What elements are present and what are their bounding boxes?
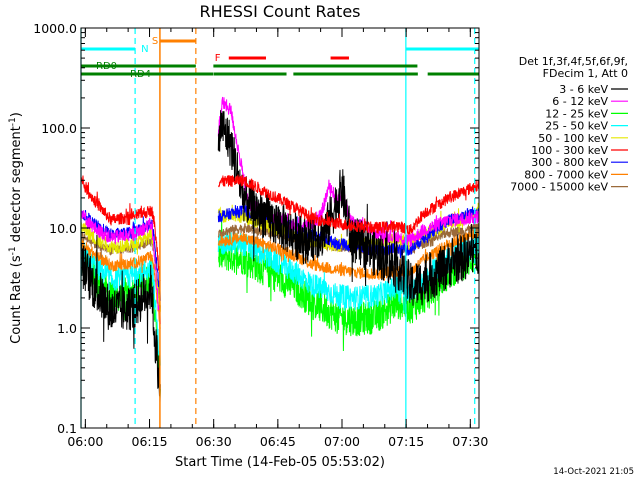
legend-header-line2: FDecim 1, Att 0	[543, 67, 628, 80]
flare-label: F	[215, 53, 221, 64]
x-tick-label: 07:00	[324, 434, 360, 449]
legend: Det 1f,3f,4f,5f,6f,9f, FDecim 1, Att 0 3…	[510, 55, 628, 194]
legend-label: 6 - 12 keV	[552, 95, 608, 108]
series-line	[81, 174, 479, 282]
y-tick-label: 1.0	[57, 321, 77, 336]
y-axis-label: Count Rate (s-1 detector segment-1)	[8, 112, 24, 344]
x-tick-label: 06:00	[67, 434, 103, 449]
render-timestamp: 14-Oct-2021 21:05	[553, 467, 634, 477]
legend-label: 100 - 300 keV	[531, 144, 608, 157]
x-tick-label: 07:30	[452, 434, 488, 449]
rd4-label: RD4	[130, 69, 151, 80]
x-tick-label: 06:30	[196, 434, 232, 449]
legend-header-line1: Det 1f,3f,4f,5f,6f,9f,	[519, 55, 628, 68]
night-label: N	[141, 44, 148, 55]
chart-title: RHESSI Count Rates	[200, 2, 361, 21]
x-tick-label: 07:15	[388, 434, 424, 449]
y-tick-label: 10.0	[49, 221, 77, 236]
rd0-label: RD0	[96, 61, 117, 72]
y-tick-label: 100.0	[41, 121, 77, 136]
x-tick-label: 06:15	[132, 434, 168, 449]
legend-label: 300 - 800 keV	[531, 156, 608, 169]
legend-label: 800 - 7000 keV	[524, 168, 608, 181]
legend-label: 25 - 50 keV	[545, 120, 608, 133]
legend-label: 7000 - 15000 keV	[510, 181, 608, 194]
legend-label: 50 - 100 keV	[538, 132, 608, 145]
series-layer	[81, 96, 479, 404]
y-tick-label: 1000.0	[33, 21, 77, 36]
series-line	[81, 228, 479, 329]
y-tick-label: 0.1	[57, 421, 77, 436]
x-tick-label: 06:45	[260, 434, 296, 449]
series-line	[81, 110, 479, 404]
legend-label: 12 - 25 keV	[545, 107, 608, 120]
x-axis: 06:00 06:15 06:30 06:45 07:00 07:15 07:30	[67, 28, 488, 449]
legend-label: 3 - 6 keV	[559, 83, 608, 96]
saa-label: S	[152, 36, 158, 47]
x-axis-label: Start Time (14-Feb-05 05:53:02)	[175, 455, 385, 470]
